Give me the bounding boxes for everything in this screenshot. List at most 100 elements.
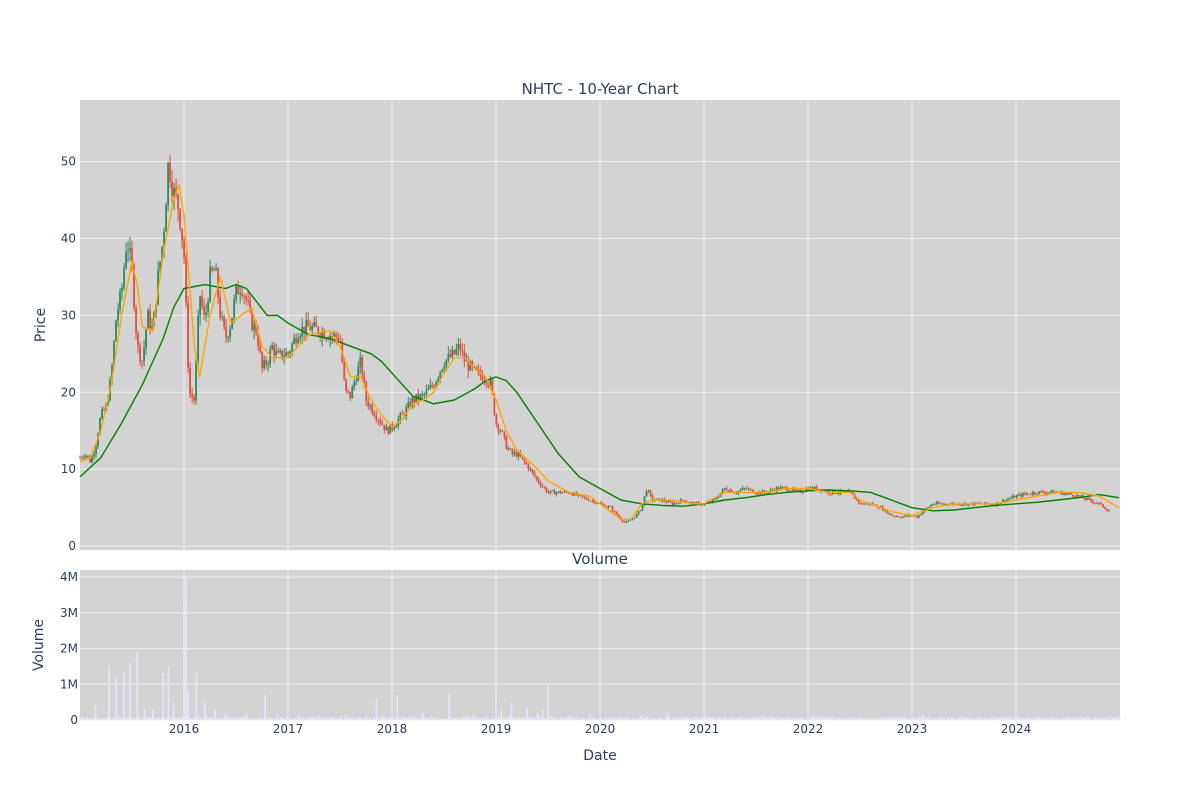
volume-bar — [276, 714, 279, 720]
volume-bar — [625, 716, 627, 720]
volume-bar — [312, 716, 315, 720]
volume-bar — [826, 716, 828, 720]
volume-bar — [390, 718, 392, 720]
candle-body — [309, 326, 312, 331]
candle-body — [539, 482, 542, 486]
volume-y-tick-label: 2M — [60, 642, 78, 656]
volume-bar — [940, 716, 943, 720]
candle-body — [1005, 499, 1008, 502]
volume-bar — [362, 718, 364, 720]
candle-body — [141, 361, 143, 363]
volume-bar — [961, 716, 963, 720]
volume-bar — [244, 716, 246, 720]
candle-body — [801, 491, 804, 493]
volume-bar — [690, 719, 693, 720]
volume-bar — [818, 718, 821, 720]
volume-bar — [189, 718, 191, 720]
volume-bar — [512, 718, 514, 720]
candle-body — [293, 337, 296, 344]
volume-bar — [626, 717, 629, 720]
candle-body — [151, 326, 153, 329]
candle-body — [453, 349, 456, 355]
candle-body — [399, 413, 402, 420]
volume-bar — [304, 719, 306, 720]
candle-body — [167, 162, 169, 205]
candle-body — [1039, 491, 1042, 493]
candle-body — [437, 378, 440, 382]
volume-bar — [747, 717, 749, 720]
volume-bar — [375, 698, 378, 720]
volume-bar — [260, 718, 263, 720]
volume-bar — [774, 717, 776, 720]
volume-bar — [424, 716, 426, 720]
candle-body — [375, 416, 378, 420]
volume-bar — [176, 718, 178, 720]
candle-body — [431, 385, 434, 387]
volume-bar — [942, 716, 944, 720]
candle-body — [283, 355, 286, 358]
candle-body — [403, 413, 406, 417]
volume-bar — [224, 712, 227, 720]
volume-bar — [555, 718, 557, 720]
volume-bar — [344, 714, 346, 720]
volume-bar — [287, 717, 289, 720]
volume-bar — [373, 716, 376, 720]
volume-bar — [740, 716, 742, 720]
candle-body — [929, 505, 932, 508]
volume-bar — [406, 718, 408, 720]
volume-bar — [884, 718, 886, 720]
volume-bar — [372, 717, 374, 720]
candle-body — [323, 331, 326, 339]
volume-bar — [127, 717, 129, 720]
volume-bar — [949, 717, 951, 720]
volume-bar — [671, 719, 673, 720]
volume-bar — [984, 717, 986, 720]
volume-bar — [1021, 718, 1023, 720]
volume-bar — [168, 717, 170, 720]
volume-bar — [245, 712, 248, 720]
volume-bar — [327, 718, 330, 720]
volume-bar — [339, 716, 341, 720]
volume-bar — [182, 717, 184, 720]
volume-bar — [531, 718, 533, 720]
volume-bar — [455, 717, 458, 720]
candle-body — [413, 397, 416, 403]
volume-bar — [347, 716, 349, 720]
candle-body — [515, 452, 518, 457]
volume-bar — [894, 718, 896, 720]
volume-y-axis-label: Volume — [31, 619, 47, 671]
candle-body — [1001, 500, 1004, 503]
volume-bar — [542, 709, 544, 720]
volume-bar — [317, 716, 319, 720]
volume-bar — [1012, 718, 1014, 720]
candle-body — [629, 519, 632, 521]
candle-body — [811, 487, 814, 490]
volume-bar — [172, 702, 175, 720]
volume-bar — [1092, 718, 1094, 720]
candle-body — [243, 295, 246, 297]
candle-body — [377, 419, 380, 421]
volume-bar — [551, 716, 553, 720]
volume-bar — [640, 714, 643, 720]
volume-bar — [500, 709, 502, 720]
volume-bar — [577, 717, 580, 720]
volume-bar — [1006, 716, 1008, 720]
volume-bar — [229, 717, 231, 720]
candle-body — [289, 351, 292, 354]
candle-body — [261, 351, 264, 368]
candle-body — [649, 490, 652, 496]
volume-bar — [329, 716, 331, 720]
candle-body — [495, 414, 498, 425]
candle-body — [715, 498, 718, 499]
volume-bar — [311, 718, 313, 720]
volume-bar — [434, 718, 437, 720]
volume-bar — [128, 717, 130, 720]
volume-bar — [289, 718, 291, 720]
candle-body — [523, 458, 526, 462]
volume-bar — [720, 718, 722, 720]
volume-bar — [991, 718, 993, 720]
volume-bar — [134, 718, 136, 720]
volume-bar — [165, 716, 167, 720]
candle-body — [187, 302, 189, 368]
volume-bar — [903, 716, 905, 720]
